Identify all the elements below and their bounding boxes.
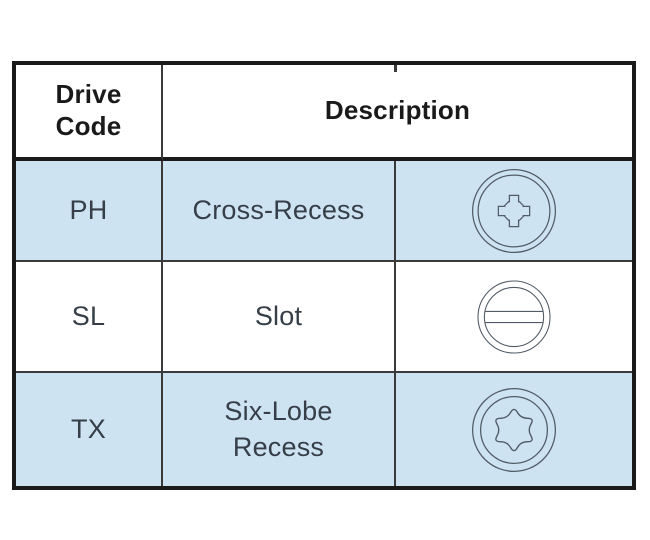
- drive-code-ph: PH: [69, 194, 108, 225]
- description-ph-line1: Cross-Recess: [192, 194, 365, 225]
- drive-code-table: Drive Code Description PH Cross-Recess S…: [12, 61, 636, 490]
- cell-desc-sl: Slot: [163, 262, 396, 373]
- header-drive-code-line1: Drive: [55, 79, 122, 110]
- column-divider-tick: [394, 65, 397, 72]
- slot-drive-icon: [477, 279, 551, 354]
- drive-code-tx: TX: [71, 413, 106, 444]
- description-sl-line1: Slot: [254, 300, 303, 331]
- cell-desc-ph: Cross-Recess: [163, 161, 396, 262]
- header-description-cell: Description: [163, 65, 632, 161]
- cell-code-tx: TX: [16, 373, 163, 486]
- cell-code-sl: SL: [16, 262, 163, 373]
- cell-desc-tx: Six-Lobe Recess: [163, 373, 396, 486]
- header-description-label: Description: [324, 95, 471, 126]
- phillips-cross-recess-icon: [471, 168, 557, 253]
- cell-icon-sl: [396, 262, 632, 373]
- drive-code-sl: SL: [71, 300, 106, 331]
- description-tx-line1: Six-Lobe: [224, 395, 333, 426]
- cell-icon-tx: [396, 373, 632, 486]
- description-tx-line2: Recess: [232, 431, 325, 462]
- header-drive-code-cell: Drive Code: [16, 65, 163, 161]
- cell-code-ph: PH: [16, 161, 163, 262]
- six-lobe-drive-icon: [472, 387, 556, 472]
- header-drive-code-line2: Code: [55, 111, 122, 141]
- cell-icon-ph: [396, 161, 632, 262]
